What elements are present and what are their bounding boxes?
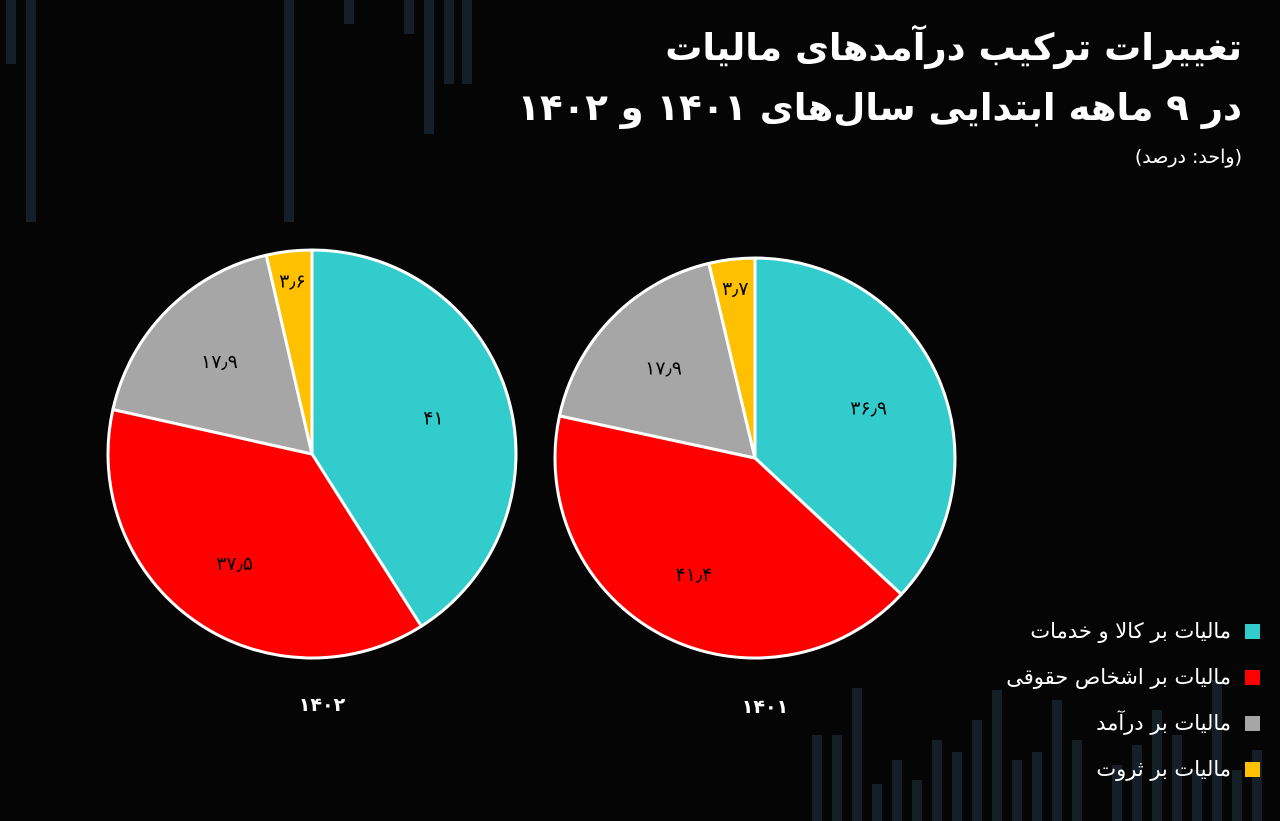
legend-swatch xyxy=(1245,669,1260,685)
slice-value-label: ۳۷٫۵ xyxy=(216,553,253,575)
pie-slice xyxy=(707,256,757,460)
pie-slice xyxy=(753,256,957,596)
legend-item-wealth: مالیات بر ثروت xyxy=(940,746,1260,792)
background-bar xyxy=(6,0,16,64)
slice-value-label: ۴۱ xyxy=(423,408,443,430)
background-bar xyxy=(952,752,962,821)
background-bar xyxy=(1112,765,1122,821)
background-bar xyxy=(1172,735,1182,821)
slice-value-label: ۳۶٫۹ xyxy=(850,398,887,420)
legend-label: مالیات بر ثروت xyxy=(1096,757,1231,781)
background-bar xyxy=(1252,750,1262,821)
legend-item-legal-persons: مالیات بر اشخاص حقوقی xyxy=(940,654,1260,700)
legend-item-goods-services: مالیات بر کالا و خدمات xyxy=(940,608,1260,654)
slice-value-label: ۱۷٫۹ xyxy=(645,357,682,379)
slice-value-label: ۴۱٫۴ xyxy=(676,564,713,586)
background-bar xyxy=(26,0,36,222)
pie-chart-0: ۴۱ ۳۷٫۵ ۱۷٫۹ ۳٫۶ ۱۴۰۲ xyxy=(106,248,518,716)
background-bar xyxy=(872,784,882,821)
background-bar xyxy=(462,0,472,84)
background-bar xyxy=(1132,745,1142,821)
background-bar xyxy=(1012,760,1022,821)
slice-value-label: ۳٫۷ xyxy=(722,278,749,300)
background-bar xyxy=(444,0,454,84)
pie-slice xyxy=(111,253,314,456)
pie-slice xyxy=(264,248,314,456)
background-bar xyxy=(1232,770,1242,821)
background-bar xyxy=(1032,752,1042,821)
background-bar xyxy=(1212,680,1222,821)
chart-unit-subtitle: (واحد: درصد) xyxy=(1134,146,1242,168)
background-bar xyxy=(832,735,842,821)
legend-swatch xyxy=(1245,715,1260,731)
background-bar xyxy=(972,720,982,821)
background-bar xyxy=(912,780,922,821)
pie-year-label: ۱۴۰۱ xyxy=(742,696,788,718)
legend-swatch xyxy=(1245,761,1260,777)
chart-title-line2: در ۹ ماهه ابتدایی سال‌های ۱۴۰۱ و ۱۴۰۲ xyxy=(517,86,1242,129)
legend-swatch xyxy=(1245,623,1260,639)
background-bar xyxy=(1052,700,1062,821)
legend-label: مالیات بر اشخاص حقوقی xyxy=(1006,665,1231,689)
background-bar xyxy=(1152,710,1162,821)
legend-label: مالیات بر درآمد xyxy=(1096,711,1231,735)
background-bar xyxy=(344,0,354,24)
legend-item-income: مالیات بر درآمد xyxy=(940,700,1260,746)
slice-value-label: ۱۷٫۹ xyxy=(201,351,238,373)
pie-slice xyxy=(557,261,757,460)
legend: مالیات بر کالا و خدمات مالیات بر اشخاص ح… xyxy=(940,608,1260,792)
background-bar xyxy=(992,690,1002,821)
background-bar xyxy=(404,0,414,34)
background-bar xyxy=(812,735,822,821)
background-bar xyxy=(1192,770,1202,821)
slice-value-label: ۳٫۶ xyxy=(279,271,306,293)
pie-chart-1: ۳۶٫۹ ۴۱٫۴ ۱۷٫۹ ۳٫۷ ۱۴۰۱ xyxy=(553,256,957,718)
background-bar xyxy=(932,740,942,821)
background-bar xyxy=(852,688,862,821)
pie-year-label: ۱۴۰۲ xyxy=(299,694,346,716)
legend-label: مالیات بر کالا و خدمات xyxy=(1030,619,1231,643)
chart-title-line1: تغییرات ترکیب درآمدهای مالیات xyxy=(665,26,1242,69)
background-bar xyxy=(424,0,434,134)
background-bar xyxy=(1072,740,1082,821)
pie-slice xyxy=(106,407,423,660)
background-bar xyxy=(892,760,902,821)
background-bar xyxy=(284,0,294,222)
pie-slice xyxy=(553,414,903,660)
